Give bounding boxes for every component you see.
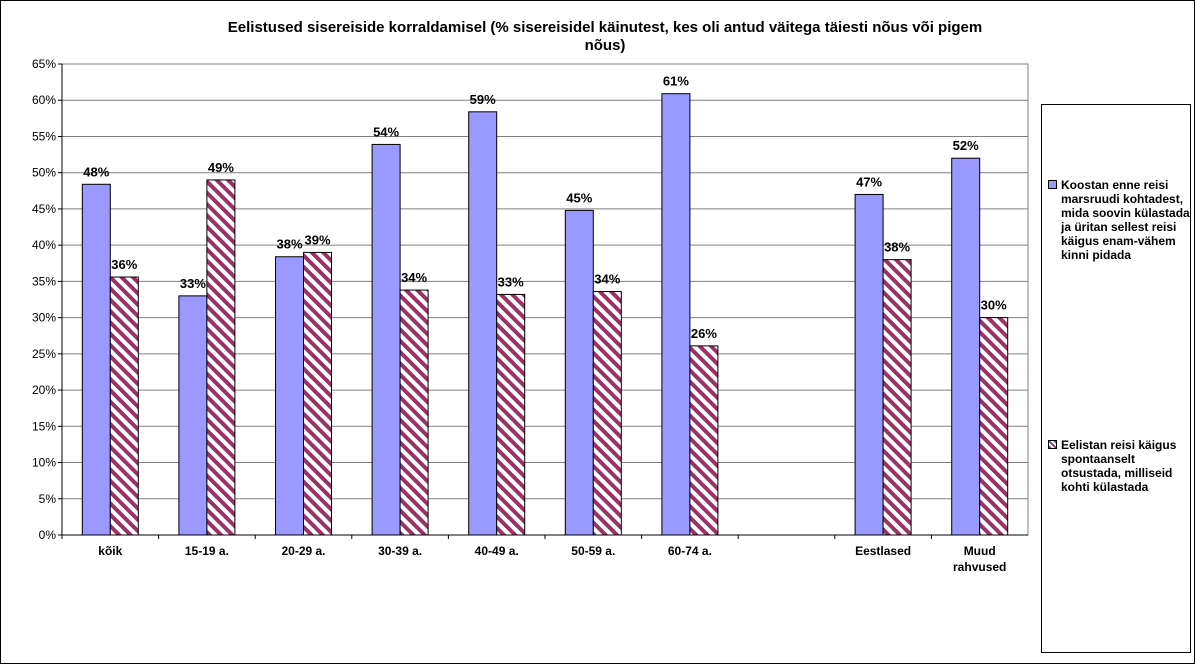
chart-title-line-2: nõus) bbox=[585, 37, 626, 54]
legend-label-series-2: Eelistan reisi käigus spontaanselt otsus… bbox=[1061, 438, 1177, 494]
data-label-series-1: 59% bbox=[470, 92, 496, 107]
bar-series-1 bbox=[564, 209, 594, 536]
data-label-series-1: 38% bbox=[276, 237, 302, 252]
data-label-series-1: 54% bbox=[373, 124, 399, 139]
data-label-series-2: 30% bbox=[981, 298, 1007, 313]
chart-title-line-1: Eelistused sisereiside korraldamisel (% … bbox=[228, 19, 982, 36]
y-tick-label: 60% bbox=[32, 93, 56, 107]
legend-swatch-series-1 bbox=[1048, 180, 1057, 189]
bar-series-1 bbox=[371, 143, 401, 536]
bar-series-2 bbox=[882, 259, 912, 536]
bar-series-1 bbox=[275, 256, 304, 536]
bar-series-2 bbox=[109, 276, 139, 536]
data-label-series-1: 47% bbox=[856, 174, 882, 189]
y-tick-label: 0% bbox=[39, 528, 57, 542]
bar-series-2 bbox=[592, 291, 622, 536]
bar-series-2 bbox=[496, 293, 526, 536]
legend-swatch-series-2 bbox=[1048, 440, 1057, 449]
y-tick-label: 30% bbox=[32, 311, 56, 325]
data-label-series-2: 33% bbox=[498, 274, 524, 289]
bar-series-1 bbox=[178, 295, 208, 536]
legend: Koostan enne reisi marsruudi kohtadest, … bbox=[1041, 104, 1191, 653]
x-tick-label: 40-49 a. bbox=[475, 544, 519, 558]
x-tick-label: kõik bbox=[98, 544, 122, 558]
x-tick-label: 60-74 a. bbox=[668, 544, 712, 558]
x-tick-label: 30-39 a. bbox=[378, 544, 422, 558]
y-tick-label: 45% bbox=[32, 202, 56, 216]
data-label-series-1: 45% bbox=[566, 190, 592, 205]
y-tick-label: 20% bbox=[32, 383, 56, 397]
x-axis-labels: kõik 15-19 a. 20-29 a. 30-39 a. 40-49 a. 50-5… bbox=[61, 535, 1006, 574]
y-tick-label: 65% bbox=[32, 57, 56, 71]
y-tick-label: 40% bbox=[32, 238, 56, 252]
x-tick-label: Muud bbox=[964, 544, 996, 558]
data-label-series-2: 34% bbox=[594, 272, 620, 287]
data-label-series-2: 36% bbox=[111, 257, 137, 272]
y-tick-label: 5% bbox=[39, 492, 57, 506]
bar-series-2 bbox=[979, 317, 1009, 536]
y-tick-label: 10% bbox=[32, 456, 56, 470]
x-tick-label: 20-29 a. bbox=[281, 544, 325, 558]
bar-series-2 bbox=[399, 289, 429, 536]
data-label-series-1: 48% bbox=[83, 164, 109, 179]
legend-label-series-1: Koostan enne reisi marsruudi kohtadest, … bbox=[1061, 178, 1190, 262]
x-tick-label: 50-59 a. bbox=[571, 544, 615, 558]
data-label-series-2: 39% bbox=[304, 232, 330, 247]
data-label-series-2: 34% bbox=[401, 270, 427, 285]
data-label-series-1: 52% bbox=[953, 138, 979, 153]
bar-series-1 bbox=[854, 193, 884, 536]
data-label-series-2: 26% bbox=[691, 326, 717, 341]
data-label-series-1: 33% bbox=[180, 276, 206, 291]
y-tick-label: 25% bbox=[32, 347, 56, 361]
data-label-series-2: 38% bbox=[884, 240, 910, 255]
bar-series-1 bbox=[468, 111, 498, 536]
data-label-series-2: 49% bbox=[208, 160, 234, 175]
bars bbox=[81, 93, 1009, 536]
y-tick-label: 15% bbox=[32, 419, 56, 433]
bar-series-1 bbox=[661, 93, 691, 536]
bar-series-1 bbox=[951, 157, 981, 536]
bar-series-2 bbox=[303, 251, 332, 536]
bar-series-1 bbox=[81, 183, 111, 536]
data-labels: 48%36%33%49%38% 39%54%34%59%33%45%34%61%2… bbox=[83, 74, 1007, 341]
bar-series-2 bbox=[689, 345, 719, 536]
y-tick-label: 35% bbox=[32, 274, 56, 288]
bar-series-2 bbox=[206, 179, 236, 536]
y-tick-label: 50% bbox=[32, 166, 56, 180]
x-tick-label: 15-19 a. bbox=[185, 544, 229, 558]
x-tick-label: Eestlased bbox=[855, 544, 911, 558]
y-tick-label: 55% bbox=[32, 129, 56, 143]
x-tick-label: rahvused bbox=[953, 560, 1006, 574]
data-label-series-1: 61% bbox=[663, 74, 689, 89]
